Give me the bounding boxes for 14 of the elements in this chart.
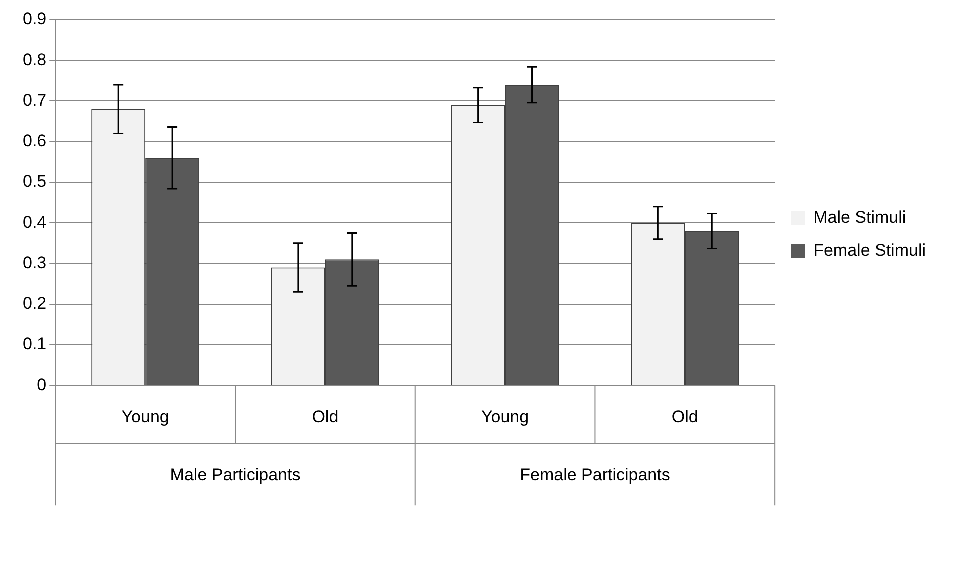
legend-label: Female Stimuli — [814, 241, 926, 260]
y-tick-label: 0.7 — [22, 90, 47, 110]
y-tick-label: 0.3 — [22, 253, 47, 272]
y-tick-label: 0 — [37, 375, 47, 394]
y-tick-label: 0.6 — [22, 132, 47, 151]
y-tick-label: 0.2 — [22, 294, 47, 314]
y-tick-label: 0.1 — [22, 334, 47, 354]
y-tick-label: 0.9 — [22, 10, 47, 29]
text: Male Participants — [170, 465, 301, 484]
y-tick-label: 0.4 — [22, 212, 47, 232]
y-tick-label: 0.5 — [22, 172, 47, 192]
text: Female Participants — [520, 465, 670, 484]
y-tick-label: 0.8 — [22, 50, 47, 70]
legend-label: Male Stimuli — [814, 208, 906, 228]
